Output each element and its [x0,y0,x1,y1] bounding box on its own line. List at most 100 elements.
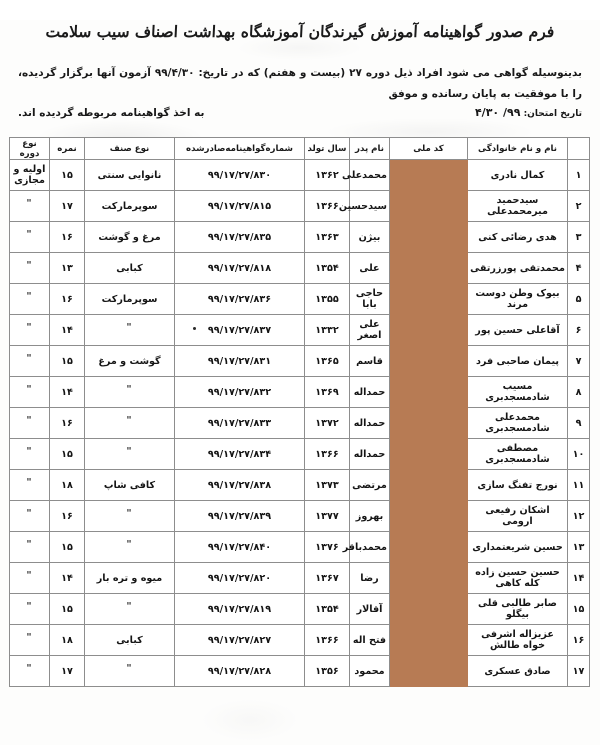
table-row: ۱۵ صابر طالبی قلی بیگلو آقالار ۱۳۵۴ ۹۹/۱۷/۲۷… [9,593,590,626]
column-header-name: نام و نام خانوادگی [467,137,568,161]
cell-national-code [389,159,468,192]
cell-birth-year: ۱۳۵۴ [304,593,350,626]
cell-score: ۱۷ [49,190,85,223]
cell-name: آقاعلی حسین پور [467,314,568,347]
cell-father-name: علی [349,252,390,285]
cell-name: بیوک وطن دوست مرند [467,283,568,316]
ditto-mark: " [26,321,33,333]
column-header-guild-type: نوع صنف [84,137,175,161]
table-row: ۸ مسیب شادمسجدبری حمداله ۱۳۶۹ ۹۹/۱۷/۲۷/۸۳۲ " ۱… [9,376,590,409]
cell-course-type: " [9,438,50,471]
cell-certificate-number: ۹۹/۱۷/۲۷/۸۳۱ [174,345,305,378]
cell-course-type: " [9,407,50,440]
cell-father-name: حمداله [349,438,390,471]
cell-course-type: " [9,221,50,254]
table-row: ۱۴ حسین حسین زاده کله کاهی رضا ۱۳۶۷ ۹۹/۱۷/۲۷… [9,562,590,595]
cell-certificate-number: ۹۹/۱۷/۲۷/۸۲۷ [174,624,305,657]
cell-certificate-number: ۹۹/۱۷/۲۷/۸۳۹ [174,500,305,533]
cell-father-name: مرتضی [349,469,390,502]
cell-name: نورج تفنگ سازی [467,469,568,502]
cell-guild-type: " [84,531,175,564]
cell-score: ۱۵ [49,159,85,192]
ditto-mark: " [26,414,33,426]
cell-score: ۱۵ [49,438,85,471]
cell-birth-year: ۱۳۷۳ [304,469,350,502]
cell-score: ۱۸ [49,469,85,502]
cell-name: سیدحمید میرمحمدعلی [467,190,568,223]
cell-father-name: محمود [349,655,390,688]
cell-father-name: بهروز [349,500,390,533]
cell-national-code [389,469,468,502]
cell-birth-year: ۱۳۶۷ [304,562,350,595]
cell-index: ۳ [567,221,590,254]
document-page: فرم صدور گواهینامه آموزش گیرندگان آموزشگ… [0,20,600,745]
cell-certificate-number: ۹۹/۱۷/۲۷/۸۳۰ [174,159,305,192]
table-row: ۲ سیدحمید میرمحمدعلی سیدحسین ۱۳۶۶ ۹۹/۱۷/۲۷/۸… [9,190,590,223]
cell-course-type: " [9,190,50,223]
column-header-father-name: نام پدر [349,137,390,161]
cell-birth-year: ۱۳۳۲ [304,314,350,347]
roster-table: نام و نام خانوادگی کد ملی نام پدر سال تو… [9,137,590,688]
cell-index: ۲ [567,190,590,223]
cell-birth-year: ۱۳۶۳ [304,221,350,254]
table-header: نام و نام خانوادگی کد ملی نام پدر سال تو… [9,137,590,161]
ditto-mark: " [126,600,133,612]
ditto-mark: " [126,538,133,550]
table-row: ۱۱ نورج تفنگ سازی مرتضی ۱۳۷۳ ۹۹/۱۷/۲۷/۸۳۸ کاف… [9,469,590,502]
document-header: فرم صدور گواهینامه آموزش گیرندگان آموزشگ… [0,20,600,119]
table-row: ۱۷ صادق عسکری محمود ۱۳۵۶ ۹۹/۱۷/۲۷/۸۲۸ " ۱۷ " [9,655,590,688]
cell-national-code [389,221,468,254]
cell-national-code [389,252,468,285]
cell-guild-type: " [84,376,175,409]
cell-birth-year: ۱۳۶۵ [304,345,350,378]
cell-index: ۱ [567,159,590,192]
cell-father-name: علی اصغر [349,314,390,347]
cell-score: ۱۴ [49,314,85,347]
cell-national-code [389,376,468,409]
cell-index: ۸ [567,376,590,409]
cell-course-type: " [9,593,50,626]
cell-father-name: حمداله [349,407,390,440]
cell-certificate-number: ۹۹/۱۷/۲۷/۸۳۲ [174,376,305,409]
ditto-mark: " [26,228,33,240]
cell-father-name: فتح اله [349,624,390,657]
table-row: ۱۳ حسین شریعتمداری محمدباقر ۱۳۷۶ ۹۹/۱۷/۲۷/۸۴… [9,531,590,564]
cell-name: مسیب شادمسجدبری [467,376,568,409]
ditto-mark: " [26,476,33,488]
ditto-mark: " [126,414,133,426]
cell-course-type: " [9,345,50,378]
cell-national-code [389,593,468,626]
cell-score: ۱۵ [49,593,85,626]
table-row: ۹ محمدعلی شادمسجدبری حمداله ۱۳۷۲ ۹۹/۱۷/۲۷/۸۳… [9,407,590,440]
cell-national-code [389,345,468,378]
cell-index: ۷ [567,345,590,378]
cell-national-code [389,283,468,316]
page-title: فرم صدور گواهینامه آموزش گیرندگان آموزشگ… [45,22,555,41]
cell-index: ۱۳ [567,531,590,564]
cell-course-type: اولیه و مجازی [9,159,50,192]
exam-date-value: ۹۹/ ۴/۳۰ [474,106,521,120]
column-header-score: نمره [49,137,85,161]
table-row: ۱۰ مصطفی شادمسجدبری حمداله ۱۳۶۶ ۹۹/۱۷/۲۷/۸۳۴… [9,438,590,471]
cell-national-code [389,190,468,223]
cell-course-type: " [9,655,50,688]
intro-paragraph-line2-row: به اخذ گواهینامه مربوطه گردیده اند. تاری… [18,106,582,119]
cell-guild-type: کبابی [84,624,175,657]
ditto-mark: " [126,662,133,674]
table-row: ۱ کمال نادری محمدعلی ۱۳۶۲ ۹۹/۱۷/۲۷/۸۳۰ نانوای… [9,159,590,192]
cell-course-type: " [9,283,50,316]
cell-course-type: " [9,531,50,564]
cell-index: ۱۵ [567,593,590,626]
cell-birth-year: ۱۳۶۶ [304,190,350,223]
cell-national-code [389,500,468,533]
cell-score: ۱۵ [49,345,85,378]
exam-date: تاریخ امتحان: ۹۹/ ۴/۳۰ [475,106,582,119]
cell-guild-type: کبابی [84,252,175,285]
ditto-mark: " [26,259,33,271]
cell-guild-type: " [84,655,175,688]
cell-index: ۹ [567,407,590,440]
cell-guild-type: سوپرمارکت [84,190,175,223]
cell-guild-type: " [84,407,175,440]
cell-course-type: " [9,314,50,347]
cell-father-name: حاجی بابا [349,283,390,316]
